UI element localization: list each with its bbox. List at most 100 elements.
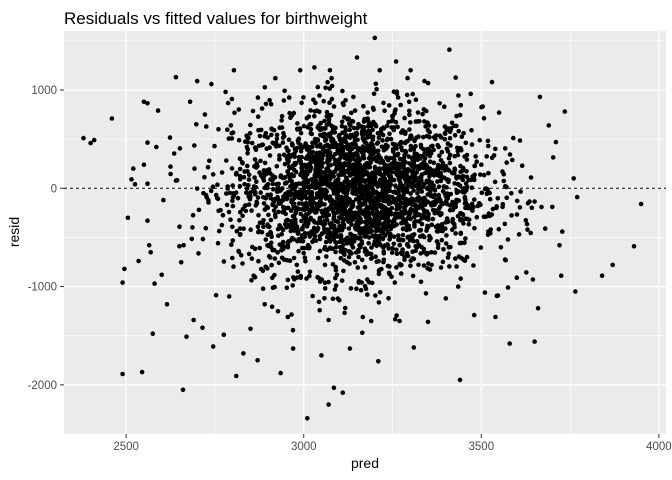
data-point <box>458 276 464 281</box>
data-point <box>493 314 498 320</box>
x-tick-label: 3500 <box>469 441 495 453</box>
data-point <box>212 143 217 149</box>
data-point <box>420 205 425 211</box>
data-point <box>438 170 444 176</box>
data-point <box>295 231 301 236</box>
data-point <box>279 113 285 119</box>
data-point <box>339 228 345 233</box>
y-axis-title: resid <box>6 217 22 247</box>
data-point <box>386 103 392 108</box>
data-point <box>452 181 458 186</box>
data-point <box>406 99 412 105</box>
data-point <box>381 214 387 220</box>
data-point <box>483 186 489 191</box>
data-point <box>350 187 356 192</box>
data-point <box>326 173 332 178</box>
data-point <box>379 266 384 272</box>
data-point <box>339 119 345 125</box>
data-point <box>312 65 317 70</box>
data-point <box>298 130 304 136</box>
data-point <box>81 135 86 141</box>
data-point <box>367 179 372 184</box>
data-point <box>369 255 375 261</box>
data-point <box>145 218 150 223</box>
data-point <box>356 254 361 260</box>
data-point <box>303 258 308 264</box>
data-point <box>553 139 559 145</box>
data-point <box>300 201 305 206</box>
data-point <box>504 195 510 201</box>
data-point <box>412 138 417 144</box>
data-point <box>474 214 480 220</box>
data-point <box>360 173 366 178</box>
data-point <box>308 127 314 132</box>
data-point <box>411 147 417 152</box>
data-point <box>365 123 371 129</box>
data-point <box>338 255 344 261</box>
data-point <box>252 157 258 162</box>
data-point <box>340 196 345 201</box>
data-point <box>458 217 463 223</box>
data-point <box>459 148 464 153</box>
data-point <box>355 125 360 131</box>
data-point <box>240 206 246 212</box>
data-point <box>280 135 286 140</box>
data-point <box>413 119 419 124</box>
data-point <box>397 203 402 208</box>
data-point <box>366 164 372 170</box>
data-point <box>347 346 353 351</box>
data-point <box>273 214 278 220</box>
data-point <box>209 81 214 87</box>
data-point <box>408 143 414 149</box>
data-point <box>269 304 275 310</box>
data-point <box>313 238 319 243</box>
data-point <box>409 163 415 168</box>
data-point <box>361 150 366 156</box>
data-point <box>341 210 347 216</box>
data-point <box>276 233 281 238</box>
data-point <box>430 143 435 149</box>
data-point <box>284 196 290 202</box>
data-point <box>371 121 377 127</box>
data-point <box>291 202 297 207</box>
data-point <box>173 74 179 80</box>
data-point <box>344 259 350 265</box>
data-point <box>369 210 375 215</box>
data-point <box>332 130 338 135</box>
data-point <box>416 242 422 248</box>
data-point <box>362 283 368 289</box>
data-point <box>471 263 476 268</box>
data-point <box>280 227 286 233</box>
data-point <box>177 146 183 151</box>
data-point <box>368 194 374 199</box>
data-point <box>299 166 305 172</box>
data-point <box>384 137 390 143</box>
data-point <box>374 86 379 92</box>
data-point <box>517 138 523 143</box>
data-point <box>532 199 537 204</box>
data-point <box>388 231 393 237</box>
data-point <box>302 231 308 236</box>
data-point <box>301 95 306 100</box>
data-point <box>357 243 362 248</box>
data-point <box>345 116 351 121</box>
data-point <box>479 190 485 196</box>
data-point <box>360 330 365 336</box>
data-point <box>459 134 465 140</box>
data-point <box>301 250 307 256</box>
data-point <box>457 112 463 118</box>
data-point <box>433 168 438 173</box>
data-point <box>306 245 312 251</box>
data-point <box>610 262 615 268</box>
data-point <box>444 127 450 133</box>
data-point <box>275 250 280 255</box>
data-point <box>638 201 644 207</box>
data-point <box>330 201 336 207</box>
data-point <box>349 204 355 210</box>
data-point <box>318 120 324 126</box>
data-point <box>425 266 430 271</box>
data-point <box>254 161 260 166</box>
data-point <box>269 234 274 240</box>
data-point <box>431 147 437 153</box>
data-point <box>171 151 177 156</box>
